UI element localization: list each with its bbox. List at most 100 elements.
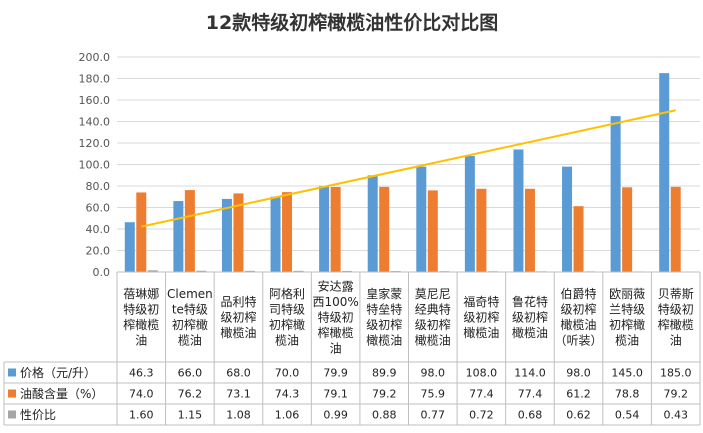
data-label: 0.88 — [372, 409, 397, 422]
data-label: 66.0 — [178, 367, 203, 380]
data-label: 185.0 — [660, 367, 692, 380]
data-label: 1.08 — [226, 409, 251, 422]
gridlines — [117, 56, 700, 273]
bar-series-1-cat-0 — [136, 192, 147, 272]
category-label: 榨橄榄 — [658, 317, 694, 332]
category-label: 级初榨 — [463, 309, 499, 324]
bar-series-1-cat-1 — [184, 190, 195, 272]
category-label: 西100% — [312, 295, 358, 309]
category-label: 兰特级 — [609, 302, 645, 317]
legend-label: 价格（元/升） — [20, 365, 96, 380]
category-label: 级初榨 — [561, 302, 597, 317]
y-tick-label: 60.0 — [86, 202, 111, 215]
category-label: 榨橄榄 — [318, 325, 354, 340]
category-label: te特级 — [172, 302, 208, 317]
bar-series-0-cat-8 — [513, 149, 524, 272]
bar-series-0-cat-0 — [124, 222, 135, 272]
legend-label: 油酸含量（%） — [20, 386, 103, 401]
bar-series-1-cat-10 — [622, 187, 633, 272]
category-label: 榄油 — [178, 334, 202, 348]
data-label: 61.2 — [566, 388, 591, 401]
data-label: 79.1 — [323, 388, 348, 401]
category-label: 橄榄油 — [512, 325, 548, 340]
bar-series-0-cat-5 — [367, 175, 378, 272]
data-label: 75.9 — [421, 388, 446, 401]
bar-series-0-cat-2 — [221, 198, 232, 272]
data-label: 114.0 — [514, 367, 546, 380]
bar-series-0-cat-3 — [270, 196, 281, 272]
data-label: 0.77 — [421, 409, 446, 422]
trendline — [141, 109, 676, 228]
data-label: 1.60 — [129, 409, 154, 422]
legend-label: 性价比 — [20, 408, 56, 422]
y-tick-label: 40.0 — [86, 223, 111, 236]
bar-series-2-cat-1 — [196, 270, 207, 272]
category-label: 初榨橄 — [609, 317, 645, 332]
bar-series-0-cat-4 — [319, 186, 330, 272]
y-tick-label: 80.0 — [86, 180, 111, 193]
legend-swatch — [8, 410, 16, 419]
data-label: 89.9 — [372, 367, 397, 380]
category-label: 油 — [670, 334, 682, 348]
bar-series-2-cat-2 — [244, 270, 255, 272]
data-label: 145.0 — [611, 367, 643, 380]
category-label: 鲁花特 — [512, 294, 548, 309]
y-tick-label: 20.0 — [86, 245, 111, 258]
category-label: 榄油 — [615, 334, 639, 348]
category-label: 皇家蒙 — [366, 286, 402, 301]
data-label: 0.72 — [469, 409, 494, 422]
category-label: 特垒特 — [366, 302, 402, 317]
bar-series-1-cat-7 — [476, 188, 487, 272]
bar-series-2-cat-3 — [293, 270, 304, 272]
category-label: 橄榄油 — [415, 333, 451, 348]
category-label: 级初榨 — [366, 317, 402, 332]
data-label: 77.4 — [469, 388, 494, 401]
y-tick-label: 160.0 — [79, 94, 111, 107]
bar-series-1-cat-3 — [282, 192, 293, 272]
category-label: 欧丽薇 — [609, 287, 645, 301]
category-label: 级初榨 — [512, 309, 548, 324]
data-label: 74.0 — [129, 388, 154, 401]
data-label: 77.4 — [518, 388, 543, 401]
data-label: 0.68 — [518, 409, 543, 422]
trendline-layer — [141, 109, 676, 228]
data-table: 蓓琳娜特级初榨橄榄油Clemente特级初榨橄榄油品利特级初榨橄榄油阿格利司特级… — [3, 271, 701, 426]
data-label: 1.15 — [178, 409, 203, 422]
category-label: 福奇特 — [463, 294, 499, 309]
category-label: 伯爵特 — [561, 286, 597, 301]
bar-series-1-cat-4 — [330, 186, 341, 272]
y-tick-label: 180.0 — [79, 73, 111, 86]
data-label: 0.62 — [566, 409, 591, 422]
category-label: 贝蒂斯 — [658, 287, 694, 301]
bar-series-1-cat-5 — [379, 186, 390, 272]
category-label: 油 — [135, 334, 147, 348]
data-label: 46.3 — [129, 367, 154, 380]
y-tick-label: 0.0 — [93, 266, 111, 279]
y-tick-label: 200.0 — [79, 51, 111, 64]
bar-series-0-cat-6 — [416, 166, 427, 272]
category-label: 级初榨 — [415, 317, 451, 332]
bar-series-2-cat-4 — [342, 270, 353, 272]
bar-series-0-cat-9 — [562, 166, 573, 272]
chart-title: 12款特级初榨橄榄油性价比对比图 — [206, 11, 498, 34]
category-label: 榨橄榄 — [123, 317, 159, 332]
category-label: 特级初 — [658, 302, 694, 317]
data-label: 0.99 — [323, 409, 348, 422]
category-label: 品利特 — [220, 294, 256, 309]
data-label: 68.0 — [226, 367, 251, 380]
category-label: 安达露 — [318, 278, 354, 293]
data-label: 0.54 — [615, 409, 640, 422]
data-label: 98.0 — [421, 367, 446, 380]
data-label: 73.1 — [226, 388, 251, 401]
bar-series-0-cat-11 — [659, 73, 670, 272]
bar-series-1-cat-9 — [573, 206, 584, 272]
bar-series-1-cat-6 — [427, 190, 438, 272]
bar-series-0-cat-1 — [173, 201, 184, 272]
y-tick-label: 120.0 — [79, 137, 111, 150]
category-label: 司特级 — [269, 302, 305, 317]
category-label: 初榨橄 — [269, 317, 305, 332]
bars — [124, 73, 693, 273]
bar-series-0-cat-10 — [610, 116, 621, 272]
category-label: 橄榄油 — [561, 317, 597, 332]
